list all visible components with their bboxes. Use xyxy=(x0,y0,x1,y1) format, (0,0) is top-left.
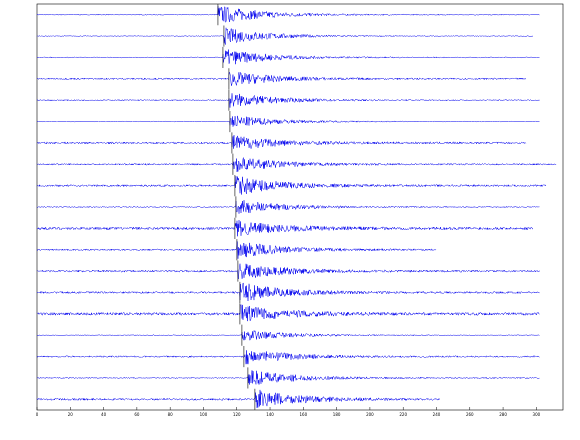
x-tick-label: 160 xyxy=(300,412,308,417)
x-tick-label: 40 xyxy=(101,412,107,417)
trace xyxy=(36,350,540,365)
trace xyxy=(36,220,534,237)
trace xyxy=(36,135,527,150)
trace xyxy=(36,157,557,173)
x-tick-label: 240 xyxy=(433,412,441,417)
trace xyxy=(36,304,540,322)
trace xyxy=(36,176,547,195)
plot-frame xyxy=(36,3,564,411)
x-tick-label: 120 xyxy=(233,412,241,417)
x-tick-label: 300 xyxy=(533,412,541,417)
x-tick-label: 140 xyxy=(266,412,274,417)
x-tick-label: 60 xyxy=(134,412,140,417)
trace xyxy=(36,115,540,127)
trace xyxy=(36,27,534,45)
trace xyxy=(36,49,540,65)
trace xyxy=(37,200,540,214)
trace xyxy=(36,241,437,259)
x-tick-label: 20 xyxy=(68,412,74,417)
trace xyxy=(36,71,527,86)
x-tick-label: 260 xyxy=(466,412,474,417)
x-tick-label: 100 xyxy=(200,412,208,417)
trace xyxy=(36,330,540,341)
trace xyxy=(36,263,540,280)
x-tick-label: 180 xyxy=(333,412,341,417)
trace xyxy=(36,389,440,408)
x-tick-label: 220 xyxy=(399,412,407,417)
trace xyxy=(36,282,540,302)
trace xyxy=(36,6,540,23)
x-tick-label: 200 xyxy=(366,412,374,417)
x-tick-label: 80 xyxy=(168,412,174,417)
trace xyxy=(36,93,540,108)
x-tick-label: 280 xyxy=(499,412,507,417)
trace xyxy=(36,370,540,385)
x-tick-label: 0 xyxy=(36,412,39,417)
